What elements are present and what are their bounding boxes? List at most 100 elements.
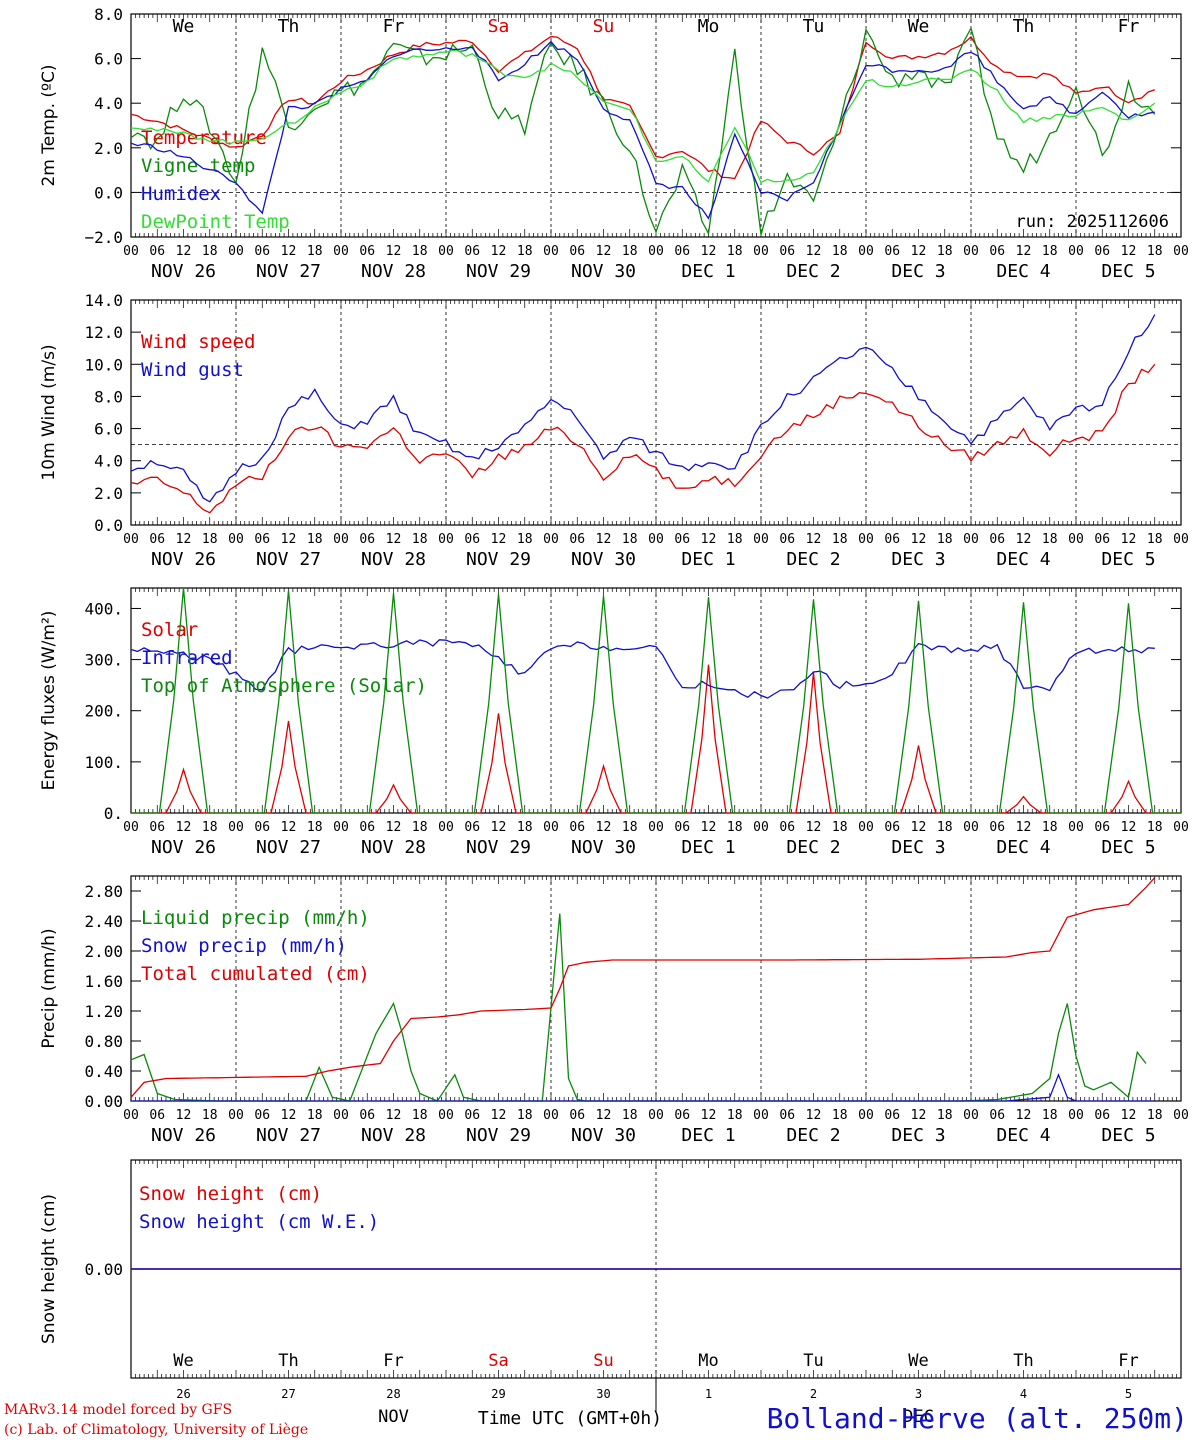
hour-tick-label: 12 [1016, 244, 1032, 259]
y-tick-label: 0.00 [84, 1260, 123, 1279]
weekday-label: Th [278, 16, 300, 37]
hour-tick-label: 12 [491, 1108, 507, 1123]
day-label: DEC 2 [786, 1125, 840, 1146]
hour-tick-label: 12 [911, 820, 927, 835]
hour-tick-label: 06 [989, 1108, 1005, 1123]
day-label: NOV 27 [256, 261, 321, 282]
hour-tick-label: 18 [622, 820, 638, 835]
hour-tick-label: 00 [648, 244, 664, 259]
hour-tick-label: 12 [596, 244, 612, 259]
hour-tick-label: 18 [307, 244, 323, 259]
legend-entry: Snow precip (mm/h) [141, 935, 347, 957]
y-tick-label: 4.0 [94, 452, 123, 471]
hour-tick-label: 06 [569, 244, 585, 259]
day-label: DEC 3 [891, 261, 945, 282]
hour-tick-label: 18 [307, 1108, 323, 1123]
y-tick-label: 14.0 [84, 291, 123, 310]
day-label: NOV 29 [466, 1125, 531, 1146]
hour-tick-label: 00 [963, 1108, 979, 1123]
hour-tick-label: 12 [806, 820, 822, 835]
hour-tick-label: 00 [123, 532, 139, 547]
hour-tick-label: 06 [1094, 820, 1110, 835]
day-label: NOV 27 [256, 837, 321, 858]
panel-precip [130, 875, 1182, 1102]
hour-tick-label: 06 [569, 820, 585, 835]
hour-tick-label: 18 [727, 820, 743, 835]
hour-tick-label: 18 [1147, 820, 1163, 835]
hour-tick-label: 06 [359, 244, 375, 259]
hour-tick-label: 12 [281, 1108, 297, 1123]
hour-tick-label: 06 [884, 532, 900, 547]
day-label: DEC 3 [891, 837, 945, 858]
hour-tick-label: 00 [753, 532, 769, 547]
weekday-label: Fr [1118, 16, 1140, 37]
hour-tick-label: 18 [1147, 1108, 1163, 1123]
weekday-label: Mo [698, 1351, 718, 1371]
day-number: 26 [176, 1387, 190, 1401]
hour-tick-label: 06 [884, 244, 900, 259]
y-tick-label: 2.80 [84, 882, 123, 901]
day-label: DEC 4 [996, 1125, 1050, 1146]
series-snow-precip-mm-h- [131, 1073, 1155, 1102]
hour-tick-label: 06 [254, 1108, 270, 1123]
hour-tick-label: 00 [333, 244, 349, 259]
hour-tick-label: 00 [333, 532, 349, 547]
hour-tick-label: 00 [858, 1108, 874, 1123]
series-wind-gust [130, 314, 1156, 503]
panel-temp [130, 13, 1182, 238]
day-label: DEC 2 [786, 261, 840, 282]
y-tick-label: 10.0 [84, 355, 123, 374]
hour-tick-label: 18 [937, 532, 953, 547]
panel-frame [130, 587, 1182, 814]
series-vigne-temp [130, 26, 1156, 236]
hour-tick-label: 18 [1042, 244, 1058, 259]
day-label: NOV 26 [151, 549, 216, 570]
hour-tick-label: 18 [727, 532, 743, 547]
day-label: NOV 28 [361, 549, 426, 570]
weekday-label: Fr [1118, 1351, 1138, 1371]
hour-tick-label: 00 [648, 1108, 664, 1123]
weekday-label: Th [278, 1351, 298, 1371]
hour-tick-label: 18 [1147, 244, 1163, 259]
hour-tick-label: 18 [832, 1108, 848, 1123]
hour-tick-label: 00 [228, 244, 244, 259]
legend-entry: Total cumulated (cm) [141, 963, 370, 985]
y-tick-label: 2.0 [94, 139, 123, 158]
hour-tick-label: 00 [1068, 1108, 1084, 1123]
y-tick-label: 2.40 [84, 912, 123, 931]
hour-tick-label: 12 [806, 244, 822, 259]
hour-tick-label: 12 [1121, 244, 1137, 259]
hour-tick-label: 06 [674, 1108, 690, 1123]
hour-tick-label: 12 [701, 244, 717, 259]
hour-tick-label: 00 [1173, 820, 1189, 835]
day-label: NOV 29 [466, 261, 531, 282]
series-wind-speed [130, 363, 1156, 514]
y-tick-label: 2.0 [94, 484, 123, 503]
day-label: NOV 30 [571, 549, 636, 570]
legend-entry: Temperature [141, 127, 267, 149]
hour-tick-label: 12 [596, 1108, 612, 1123]
hour-tick-label: 12 [1016, 1108, 1032, 1123]
legend-entry: Solar [141, 619, 198, 641]
legend-entry: Wind gust [141, 359, 244, 381]
hour-tick-label: 12 [176, 532, 192, 547]
hour-tick-label: 06 [1094, 244, 1110, 259]
panel-wind [130, 299, 1182, 526]
y-tick-label: 400. [84, 599, 123, 618]
hour-tick-label: 06 [254, 244, 270, 259]
legend-entry: Wind speed [141, 331, 255, 353]
hour-tick-label: 12 [491, 532, 507, 547]
series-humidex [130, 40, 1155, 220]
day-label: NOV 28 [361, 261, 426, 282]
hour-tick-label: 00 [543, 244, 559, 259]
y-tick-label: 1.60 [84, 972, 123, 991]
weekday-label: Su [593, 16, 615, 37]
hour-tick-label: 18 [622, 532, 638, 547]
weekday-label: Tu [803, 1351, 823, 1371]
day-label: NOV 30 [571, 837, 636, 858]
hour-tick-label: 00 [858, 532, 874, 547]
day-label: DEC 4 [996, 837, 1050, 858]
hour-tick-label: 06 [149, 244, 165, 259]
hour-tick-label: 18 [727, 244, 743, 259]
